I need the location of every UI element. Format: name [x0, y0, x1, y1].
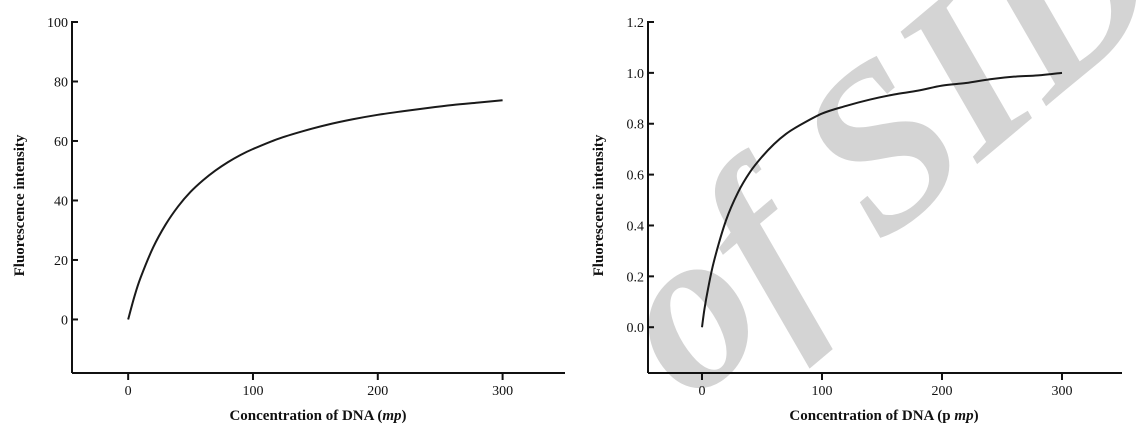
chart-right: 0.0 0.2 0.4 0.6 0.8 1.0 1.2 0 100 200 300 Concentra…: [591, 16, 1122, 424]
x-tick-label: 200: [932, 384, 953, 399]
x-tick-label: 300: [1052, 384, 1073, 399]
y-axis-label: Fluorescence intensity: [12, 134, 28, 276]
watermark: of SID: [558, 0, 1139, 429]
y-tick-label: 40: [54, 194, 68, 209]
y-tick-label: 0: [61, 313, 68, 328]
y-tick-label: 0.6: [627, 169, 645, 184]
x-axis-label: Concentration of DNA (p mp): [789, 408, 978, 424]
y-tick-label: 0.0: [627, 321, 645, 336]
x-axis-label: Concentration of DNA (mp): [229, 408, 406, 424]
y-tick-label: 100: [47, 16, 68, 31]
y-tick-label: 80: [54, 75, 68, 90]
y-axis-label: Fluorescence intensity: [591, 134, 607, 276]
x-tick-label: 300: [492, 384, 513, 399]
x-tick-label: 0: [125, 384, 132, 399]
y-tick-label: 20: [54, 254, 68, 269]
x-tick-label: 100: [812, 384, 833, 399]
watermark-text: of SID: [558, 0, 1139, 429]
chart-left: 0 20 40 60 80 100 0 100 200 300 Concentration of D…: [12, 16, 565, 424]
y-tick-label: 0.2: [627, 270, 645, 285]
series-line: [701, 71, 1063, 328]
y-tick-label: 1.0: [627, 67, 645, 82]
x-tick-label: 0: [699, 384, 706, 399]
series-line: [127, 99, 503, 320]
y-tick-label: 0.4: [627, 219, 645, 234]
y-tick-label: 60: [54, 135, 68, 150]
y-tick-label: 1.2: [627, 16, 645, 31]
y-tick-label: 0.8: [627, 118, 645, 133]
x-tick-label: 200: [367, 384, 388, 399]
x-tick-label: 100: [242, 384, 263, 399]
